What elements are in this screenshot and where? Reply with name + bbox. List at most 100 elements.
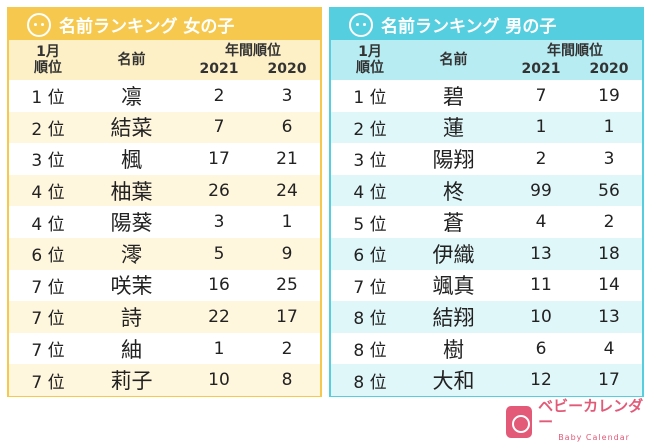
rank-2021: 12 bbox=[530, 370, 552, 391]
rank-2020: 2 bbox=[603, 212, 615, 233]
girl-face-icon bbox=[27, 12, 51, 37]
baby-name: 澪 bbox=[121, 242, 142, 267]
table-row: 6 位 伊織 13 18 bbox=[331, 237, 642, 270]
table-row: 8 位 結翔 10 13 bbox=[331, 301, 642, 333]
table-row: 7 位 詩 22 17 bbox=[9, 301, 320, 333]
rank-2021: 6 bbox=[535, 338, 547, 359]
table-row: 8 位 大和 12 17 bbox=[331, 364, 642, 396]
baby-name: 樹 bbox=[443, 337, 464, 362]
col-rank-line2: 順位 bbox=[34, 60, 62, 76]
rank-2020: 9 bbox=[281, 243, 293, 264]
table-row: 7 位 莉子 10 8 bbox=[9, 364, 320, 396]
table-row: 3 位 陽翔 2 3 bbox=[331, 143, 642, 175]
table-row: 1 位 凛 2 3 bbox=[9, 80, 320, 112]
rank-2021: 22 bbox=[208, 306, 230, 327]
rank-2021: 2 bbox=[213, 85, 225, 106]
monthly-rank: 2 位 bbox=[31, 119, 65, 140]
baby-calendar-logo: ベビーカレンダー Baby Calendar bbox=[506, 398, 650, 446]
rank-2020: 18 bbox=[598, 243, 620, 264]
table-row: 7 位 紬 1 2 bbox=[9, 333, 320, 365]
monthly-rank: 6 位 bbox=[353, 246, 387, 267]
baby-name: 蒼 bbox=[443, 211, 464, 236]
table-row: 7 位 咲茉 16 25 bbox=[9, 270, 320, 302]
rank-2021: 7 bbox=[535, 85, 547, 106]
rank-2020: 17 bbox=[598, 370, 620, 391]
monthly-rank: 3 位 bbox=[353, 151, 387, 172]
baby-name: 陽翔 bbox=[432, 147, 475, 172]
rank-2021: 99 bbox=[530, 180, 552, 201]
table-header: 名前ランキング 女の子 bbox=[9, 9, 320, 40]
baby-name: 柚葉 bbox=[110, 179, 153, 204]
baby-name: 凛 bbox=[121, 84, 142, 109]
baby-name: 伊織 bbox=[432, 242, 475, 267]
col-2020: 2020 bbox=[267, 61, 307, 77]
rank-2020: 25 bbox=[276, 275, 298, 296]
rank-2020: 56 bbox=[598, 180, 620, 201]
rank-2021: 5 bbox=[213, 243, 225, 264]
table-row: 5 位 蒼 4 2 bbox=[331, 206, 642, 238]
monthly-rank: 7 位 bbox=[31, 277, 65, 298]
baby-name: 莉子 bbox=[110, 369, 153, 394]
girls-ranking-table: 名前ランキング 女の子 1月 順位 名前 年間順位 2021 2020 1 位 … bbox=[7, 7, 322, 397]
rank-2021: 16 bbox=[208, 275, 230, 296]
table-row: 1 位 碧 7 19 bbox=[331, 80, 642, 112]
rank-2020: 17 bbox=[276, 306, 298, 327]
col-name: 名前 bbox=[117, 52, 146, 68]
col-rank-line1: 1月 bbox=[358, 44, 382, 60]
rank-2020: 8 bbox=[281, 370, 293, 391]
rank-2021: 10 bbox=[530, 306, 552, 327]
baby-name: 柊 bbox=[443, 179, 464, 204]
rank-2020: 21 bbox=[276, 148, 298, 169]
baby-name: 楓 bbox=[121, 147, 142, 172]
rank-2020: 14 bbox=[598, 275, 620, 296]
col-rank-line2: 順位 bbox=[356, 60, 384, 76]
monthly-rank: 7 位 bbox=[353, 277, 387, 298]
rank-2020: 13 bbox=[598, 306, 620, 327]
rank-2020: 1 bbox=[281, 212, 293, 233]
col-2021: 2021 bbox=[199, 61, 239, 77]
baby-name: 結翔 bbox=[432, 305, 475, 330]
table-title: 名前ランキング 男の子 bbox=[381, 17, 557, 37]
col-annual-rank: 年間順位 bbox=[225, 43, 281, 59]
baby-name: 咲茉 bbox=[110, 274, 153, 299]
monthly-rank: 6 位 bbox=[31, 246, 65, 267]
monthly-rank: 7 位 bbox=[31, 309, 65, 330]
table-body: 1 位 凛 2 3 2 位 結菜 7 6 3 位 楓 17 21 4 位 柚葉 … bbox=[9, 80, 320, 396]
monthly-rank: 7 位 bbox=[31, 372, 65, 393]
table-row: 2 位 結菜 7 6 bbox=[9, 111, 320, 144]
logo-text: ベビーカレンダー bbox=[538, 397, 644, 431]
monthly-rank: 5 位 bbox=[353, 214, 387, 235]
table-row: 3 位 楓 17 21 bbox=[9, 143, 320, 175]
baby-name: 颯真 bbox=[432, 274, 475, 299]
baby-name: 大和 bbox=[432, 369, 475, 394]
monthly-rank: 1 位 bbox=[353, 88, 387, 109]
rank-2020: 6 bbox=[281, 117, 293, 138]
monthly-rank: 8 位 bbox=[353, 341, 387, 362]
col-2020: 2020 bbox=[589, 61, 629, 77]
baby-name: 蓮 bbox=[443, 116, 464, 141]
rank-2021: 3 bbox=[213, 212, 225, 233]
rank-2020: 1 bbox=[603, 117, 615, 138]
monthly-rank: 8 位 bbox=[353, 309, 387, 330]
monthly-rank: 4 位 bbox=[31, 214, 65, 235]
table-title: 名前ランキング 女の子 bbox=[59, 17, 235, 37]
monthly-rank: 3 位 bbox=[31, 151, 65, 172]
rank-2021: 1 bbox=[535, 117, 547, 138]
col-name: 名前 bbox=[439, 52, 468, 68]
col-2021: 2021 bbox=[521, 61, 561, 77]
monthly-rank: 8 位 bbox=[353, 372, 387, 393]
rank-2021: 7 bbox=[213, 117, 225, 138]
table-row: 4 位 柊 99 56 bbox=[331, 174, 642, 207]
calendar-icon bbox=[506, 406, 533, 438]
table-body: 1 位 碧 7 19 2 位 蓮 1 1 3 位 陽翔 2 3 4 位 柊 99… bbox=[331, 80, 642, 396]
rank-2020: 24 bbox=[276, 180, 298, 201]
table-row: 8 位 樹 6 4 bbox=[331, 333, 642, 365]
logo-subtext: Baby Calendar bbox=[558, 433, 630, 442]
baby-name: 碧 bbox=[443, 84, 464, 109]
boys-ranking-table: 名前ランキング 男の子 1月 順位 名前 年間順位 2021 2020 1 位 … bbox=[329, 7, 644, 397]
monthly-rank: 4 位 bbox=[353, 183, 387, 204]
rank-2021: 11 bbox=[530, 275, 552, 296]
rank-2020: 4 bbox=[603, 338, 615, 359]
rank-2020: 2 bbox=[281, 338, 293, 359]
rank-2021: 1 bbox=[213, 338, 225, 359]
